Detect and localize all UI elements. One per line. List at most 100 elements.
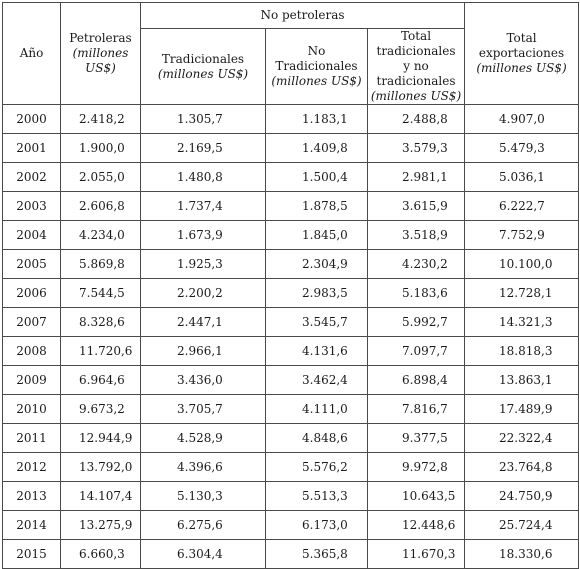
petroleras-cell: 13.275,9: [60, 510, 141, 540]
petroleras-cell: 7.544,5: [60, 278, 141, 308]
total-export-cell: 10.100,0: [464, 249, 580, 279]
year-cell: 2011: [2, 423, 61, 453]
total-export-header: Total exportaciones (millones US$): [464, 2, 580, 105]
tradicionales-cell: 2.447,1: [140, 307, 266, 337]
no-tradicionales-label: No Tradicionales: [275, 44, 358, 73]
tradicionales-header: Tradicionales (millones US$): [140, 28, 266, 105]
total-export-cell: 14.321,3: [464, 307, 580, 337]
table-row: 2008 11.720,6 2.966,1 4.131,6 7.097,7 18.818,…: [2, 336, 580, 366]
table-row: 2006 7.544,5 2.200,2 2.983,5 5.183,6 12.728,1: [2, 278, 580, 308]
tradicionales-cell: 1.737,4: [140, 191, 266, 221]
tradicionales-cell: 3.705,7: [140, 394, 266, 424]
table-row: 2004 4.234,0 1.673,9 1.845,0 3.518,9 7.752,9: [2, 220, 580, 250]
total-export-cell: 24.750,9: [464, 481, 580, 511]
petroleras-cell: 11.720,6: [60, 336, 141, 366]
table-header: Año Petroleras (millones US$) No petrole…: [2, 2, 580, 105]
no-tradicionales-cell: 6.173,0: [265, 510, 368, 540]
no-tradicionales-cell: 5.576,2: [265, 452, 368, 482]
table-row: 2003 2.606,8 1.737,4 1.878,5 3.615,9 6.222,7: [2, 191, 580, 221]
table-row: 2009 6.964,6 3.436,0 3.462,4 6.898,4 13.863,1: [2, 365, 580, 395]
total-export-cell: 7.752,9: [464, 220, 580, 250]
total-export-cell: 17.489,9: [464, 394, 580, 424]
table-row: 2005 5.869,8 1.925,3 2.304,9 4.230,2 10.100,0: [2, 249, 580, 279]
year-cell: 2007: [2, 307, 61, 337]
total-export-cell: 12.728,1: [464, 278, 580, 308]
total-export-cell: 18.330,6: [464, 539, 580, 569]
table-row: 2000 2.418,2 1.305,7 1.183,1 2.488,8 4.907,0: [2, 104, 580, 134]
table-row: 2015 6.660,3 6.304,4 5.365,8 11.670,3 18.330,…: [2, 539, 580, 569]
total-trad-cell: 3.615,9: [366, 191, 466, 221]
year-cell: 2001: [2, 133, 61, 163]
table-row: 2007 8.328,6 2.447,1 3.545,7 5.992,7 14.321,3: [2, 307, 580, 337]
total-export-cell: 5.479,3: [464, 133, 580, 163]
petroleras-cell: 6.964,6: [60, 365, 141, 395]
tradicionales-cell: 5.130,3: [140, 481, 266, 511]
tradicionales-cell: 2.200,2: [140, 278, 266, 308]
petroleras-cell: 1.900,0: [60, 133, 141, 163]
petroleras-label: Petroleras: [69, 31, 132, 45]
total-trad-cell: 3.518,9: [366, 220, 466, 250]
tradicionales-cell: 2.966,1: [140, 336, 266, 366]
no-tradicionales-cell: 4.111,0: [265, 394, 368, 424]
year-cell: 2004: [2, 220, 61, 250]
table-row: 2014 13.275,9 6.275,6 6.173,0 12.448,6 25.724…: [2, 510, 580, 540]
tradicionales-cell: 1.673,9: [140, 220, 266, 250]
tradicionales-cell: 6.304,4: [140, 539, 266, 569]
no-petroleras-header: No petroleras: [139, 2, 466, 29]
year-cell: 2005: [2, 249, 61, 279]
total-trad-cell: 5.183,6: [366, 278, 466, 308]
year-cell: 2013: [2, 481, 61, 511]
no-tradicionales-cell: 3.462,4: [265, 365, 368, 395]
table-row: 2012 13.792,0 4.396,6 5.576,2 9.972,8 23.764,…: [2, 452, 580, 482]
petroleras-unit: (millones US$): [72, 46, 129, 75]
year-cell: 2014: [2, 510, 61, 540]
total-export-label: Total exportaciones: [478, 31, 565, 60]
petroleras-cell: 2.055,0: [60, 162, 141, 192]
no-tradicionales-cell: 5.513,3: [265, 481, 368, 511]
table-row: 2010 9.673,2 3.705,7 4.111,0 7.816,7 17.489,9: [2, 394, 580, 424]
total-trad-cell: 2.981,1: [366, 162, 466, 192]
no-tradicionales-cell: 5.365,8: [265, 539, 368, 569]
total-export-unit: (millones US$): [476, 61, 567, 75]
tradicionales-cell: 4.528,9: [140, 423, 266, 453]
total-trad-cell: 6.898,4: [366, 365, 466, 395]
petroleras-cell: 13.792,0: [60, 452, 141, 482]
tradicionales-cell: 2.169,5: [140, 133, 266, 163]
total-export-cell: 23.764,8: [464, 452, 580, 482]
petroleras-cell: 5.869,8: [60, 249, 141, 279]
tradicionales-cell: 3.436,0: [140, 365, 266, 395]
total-trad-cell: 4.230,2: [366, 249, 466, 279]
year-cell: 2003: [2, 191, 61, 221]
no-tradicionales-cell: 3.545,7: [265, 307, 368, 337]
total-trad-cell: 5.992,7: [366, 307, 466, 337]
petroleras-cell: 9.673,2: [60, 394, 141, 424]
year-cell: 2008: [2, 336, 61, 366]
tradicionales-label: Tradicionales: [161, 51, 245, 66]
no-tradicionales-header: No Tradicionales (millones US$): [265, 28, 368, 105]
year-cell: 2000: [2, 104, 61, 134]
no-tradicionales-unit: (millones US$): [271, 74, 362, 88]
tradicionales-cell: 1.925,3: [140, 249, 266, 279]
no-tradicionales-cell: 2.304,9: [265, 249, 368, 279]
tradicionales-unit: (millones US$): [157, 66, 249, 81]
table-row: 2002 2.055,0 1.480,8 1.500,4 2.981,1 5.036,1: [2, 162, 580, 192]
total-trad-cell: 9.377,5: [366, 423, 466, 453]
tradicionales-cell: 6.275,6: [140, 510, 266, 540]
table-row: 2001 1.900,0 2.169,5 1.409,8 3.579,3 5.479,3: [2, 133, 580, 163]
no-tradicionales-cell: 1.845,0: [265, 220, 368, 250]
total-trad-cell: 7.097,7: [366, 336, 466, 366]
no-tradicionales-cell: 1.878,5: [265, 191, 368, 221]
total-trad-cell: 3.579,3: [366, 133, 466, 163]
total-trad-unit: (millones US$): [370, 89, 462, 103]
petroleras-header: Petroleras (millones US$): [60, 2, 141, 105]
year-cell: 2009: [2, 365, 61, 395]
total-export-cell: 22.322,4: [464, 423, 580, 453]
year-header: Año: [2, 2, 61, 105]
petroleras-cell: 12.944,9: [60, 423, 141, 453]
tradicionales-cell: 1.305,7: [140, 104, 266, 134]
total-trad-cell: 11.670,3: [366, 539, 466, 569]
total-export-cell: 6.222,7: [464, 191, 580, 221]
no-tradicionales-cell: 1.409,8: [265, 133, 368, 163]
no-tradicionales-cell: 2.983,5: [265, 278, 368, 308]
